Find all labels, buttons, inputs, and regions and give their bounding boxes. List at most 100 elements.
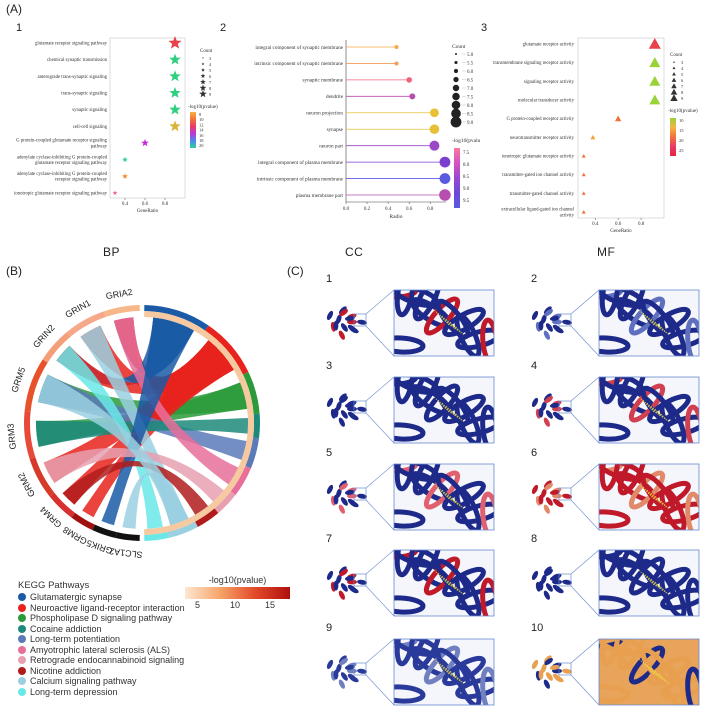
size-legend-star [201, 62, 205, 66]
hbond-line [433, 569, 450, 586]
protein-overview-helix [549, 489, 560, 495]
zoom-helix [394, 595, 426, 615]
legend-title: -log10(pvalue) [188, 105, 218, 110]
zoom-helix [660, 587, 699, 611]
size-legend-label: 9.0 [467, 121, 474, 126]
zoom-panel [599, 639, 699, 705]
color-legend-label: 15 [679, 128, 684, 133]
size-legend-triangle [673, 61, 675, 63]
data-triangle [649, 75, 661, 86]
zoom-region [558, 400, 572, 414]
zoom-helix [412, 290, 442, 322]
pathway-segment [195, 508, 219, 527]
protein-overview-helix [340, 672, 348, 681]
data-star [122, 173, 128, 179]
size-legend-label: 5.0 [467, 53, 474, 58]
protein-overview-helix [333, 580, 339, 591]
panel-label-b: (B) [6, 264, 22, 278]
size-legend-label: 4 [681, 66, 684, 71]
zoom-helix [617, 377, 647, 409]
hbond-line [441, 315, 456, 330]
protein-overview-helix [543, 504, 550, 514]
size-legend-label: 9 [681, 96, 684, 101]
hbond-line [433, 309, 450, 326]
y-tick-label: anterograde trans-synaptic signaling [37, 75, 107, 80]
protein-overview-helix [543, 590, 550, 600]
y-tick-label: molecular transducer activity [518, 99, 575, 104]
protein-overview-helix [357, 406, 367, 412]
protein-overview-helix [562, 406, 572, 412]
structure-number: 10 [531, 622, 543, 634]
protein-overview-helix [544, 483, 553, 491]
hbond-line [650, 667, 664, 681]
cc-lollipop-plot: integral component of synaptic membrane i… [254, 40, 480, 220]
x-tick-label: 0.4 [385, 207, 392, 212]
lollipop-dot [429, 124, 440, 135]
y-tick-label: synaptic membrane [303, 78, 344, 84]
gene-label: GRIA2 [105, 287, 133, 302]
zoom-connector [570, 638, 600, 664]
size-legend-dot [451, 100, 461, 110]
hbond-line [441, 402, 456, 417]
zoom-helix [660, 414, 699, 438]
hbond-line [638, 483, 655, 500]
structure-number: 6 [531, 447, 537, 459]
zoom-helix [599, 422, 631, 442]
kegg-legend-title: KEGG Pathways [18, 580, 90, 591]
zoom-helix [647, 393, 691, 425]
hbond-line [638, 396, 655, 413]
zoom-connector [365, 463, 395, 489]
hbond-line [650, 578, 664, 592]
x-axis-label: GeneRatio [137, 209, 159, 214]
kegg-legend-label: Cocaine addiction [30, 623, 102, 634]
data-triangle [614, 115, 622, 122]
structure-number: 5 [326, 447, 332, 459]
x-tick-label: 0.6 [142, 202, 149, 207]
kegg-legend-dot [18, 603, 26, 612]
zoom-helix [617, 464, 647, 496]
hbond-line [433, 396, 450, 413]
chord-ribbon [35, 417, 248, 447]
zoom-panel [599, 377, 699, 443]
zoom-helix [442, 566, 486, 598]
kegg-legend-item: Neuroactive ligand-receptor interaction [18, 603, 288, 614]
pathway-inner-band [225, 463, 246, 492]
gene-label: SLC1A2 [109, 546, 144, 560]
hbond-line [654, 408, 667, 421]
hbond-line [646, 489, 661, 504]
zoom-region [353, 573, 367, 587]
protein-overview-helix [339, 309, 348, 317]
x-tick-label: 0.4 [592, 222, 599, 227]
lollipop-dot [439, 189, 451, 201]
pathway-inner-band [201, 330, 244, 378]
size-legend-star [201, 68, 205, 72]
zoom-region [558, 487, 572, 501]
data-triangle [581, 154, 586, 158]
zoom-region [353, 662, 367, 676]
protein-overview-helix [538, 580, 544, 591]
kegg-legend-label: Glutamatergic synapse [30, 592, 123, 603]
hbond-line [449, 321, 462, 334]
gene-segment [115, 532, 140, 541]
zoom-helix [660, 501, 699, 525]
zoom-helix [599, 509, 631, 529]
y-tick-label: integral component of synaptic membrane [255, 44, 343, 51]
pathway-inner-band [166, 516, 196, 533]
protein-overview-helix [538, 407, 544, 418]
zoom-connector [365, 674, 395, 706]
data-star [141, 139, 149, 147]
gradient-bar [185, 587, 290, 599]
zoom-helix [685, 404, 699, 443]
zoom-helix [647, 655, 691, 687]
hbond-line [445, 492, 459, 506]
lollipop-dot [439, 173, 451, 184]
color-legend-label: 8.5 [463, 175, 470, 180]
protein-overview-helix [552, 411, 562, 419]
y-tick-label: plasma membrane part [296, 193, 344, 199]
zoom-frame [598, 549, 700, 617]
protein-overview-helix [340, 583, 348, 592]
size-legend-triangle [672, 66, 676, 70]
y-tick-label: glutamate receptor signaling pathway [35, 42, 108, 47]
zoom-frame [393, 289, 495, 357]
zoom-region [353, 400, 367, 414]
